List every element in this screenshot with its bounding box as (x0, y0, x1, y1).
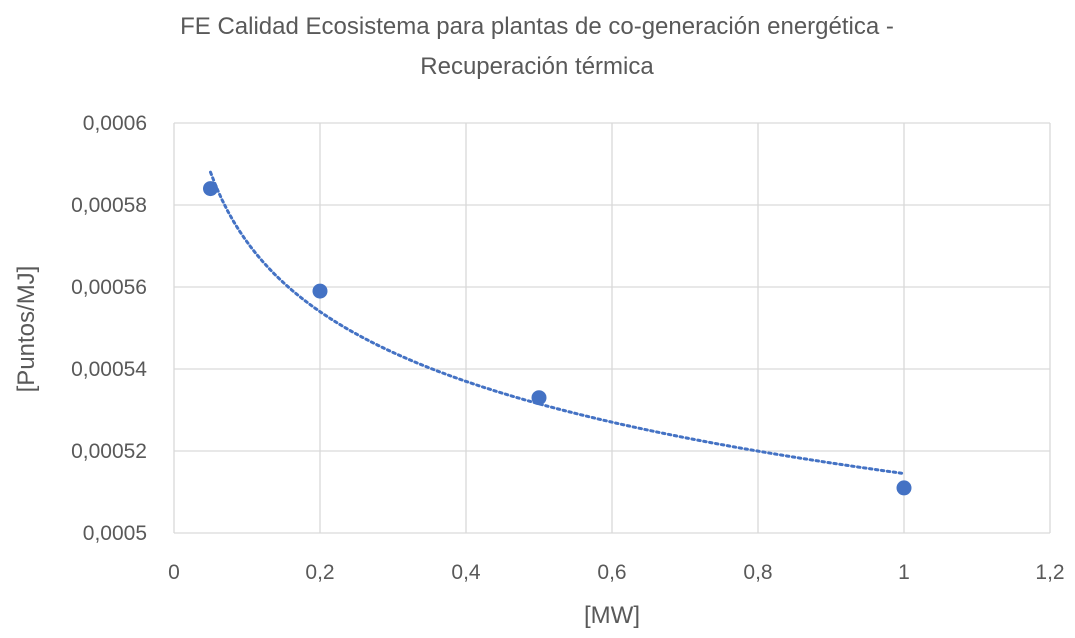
x-tick-label: 1,2 (1035, 561, 1064, 584)
y-tick-label: 0,00058 (71, 194, 147, 217)
trendline-layer (209, 170, 906, 476)
y-tick-label: 0,00052 (71, 440, 147, 463)
y-tick-label: 0,00056 (71, 276, 147, 299)
x-tick-label: 0,6 (597, 561, 626, 584)
data-point (203, 181, 218, 197)
x-tick-label: 0 (168, 561, 180, 584)
x-tick-label: 1 (898, 561, 910, 584)
y-tick-labels: 0,0005 0,00052 0,00054 0,00056 0,00058 0,0006 (71, 112, 147, 545)
y-tick-label: 0,0005 (83, 522, 147, 545)
chart-title-line-1: FE Calidad Ecosistema para plantas de co… (180, 13, 894, 40)
trendline (209, 170, 906, 476)
chart-title-line-2: Recuperación térmica (420, 53, 654, 80)
y-tick-label: 0,0006 (83, 112, 147, 135)
x-tick-label: 0,4 (451, 561, 481, 584)
data-point (531, 390, 547, 406)
gridlines (173, 122, 1051, 534)
x-tick-label: 0,2 (305, 561, 334, 584)
x-tick-label: 0,8 (743, 561, 772, 584)
data-point (896, 480, 912, 496)
data-point (312, 283, 328, 299)
y-tick-label: 0,00054 (71, 358, 147, 381)
x-tick-labels: 0 0,2 0,4 0,6 0,8 1 1,2 (168, 561, 1064, 584)
y-axis-title: [Puntos/MJ] (13, 266, 40, 393)
data-points (203, 181, 912, 496)
x-axis-title: [MW] (584, 602, 640, 629)
